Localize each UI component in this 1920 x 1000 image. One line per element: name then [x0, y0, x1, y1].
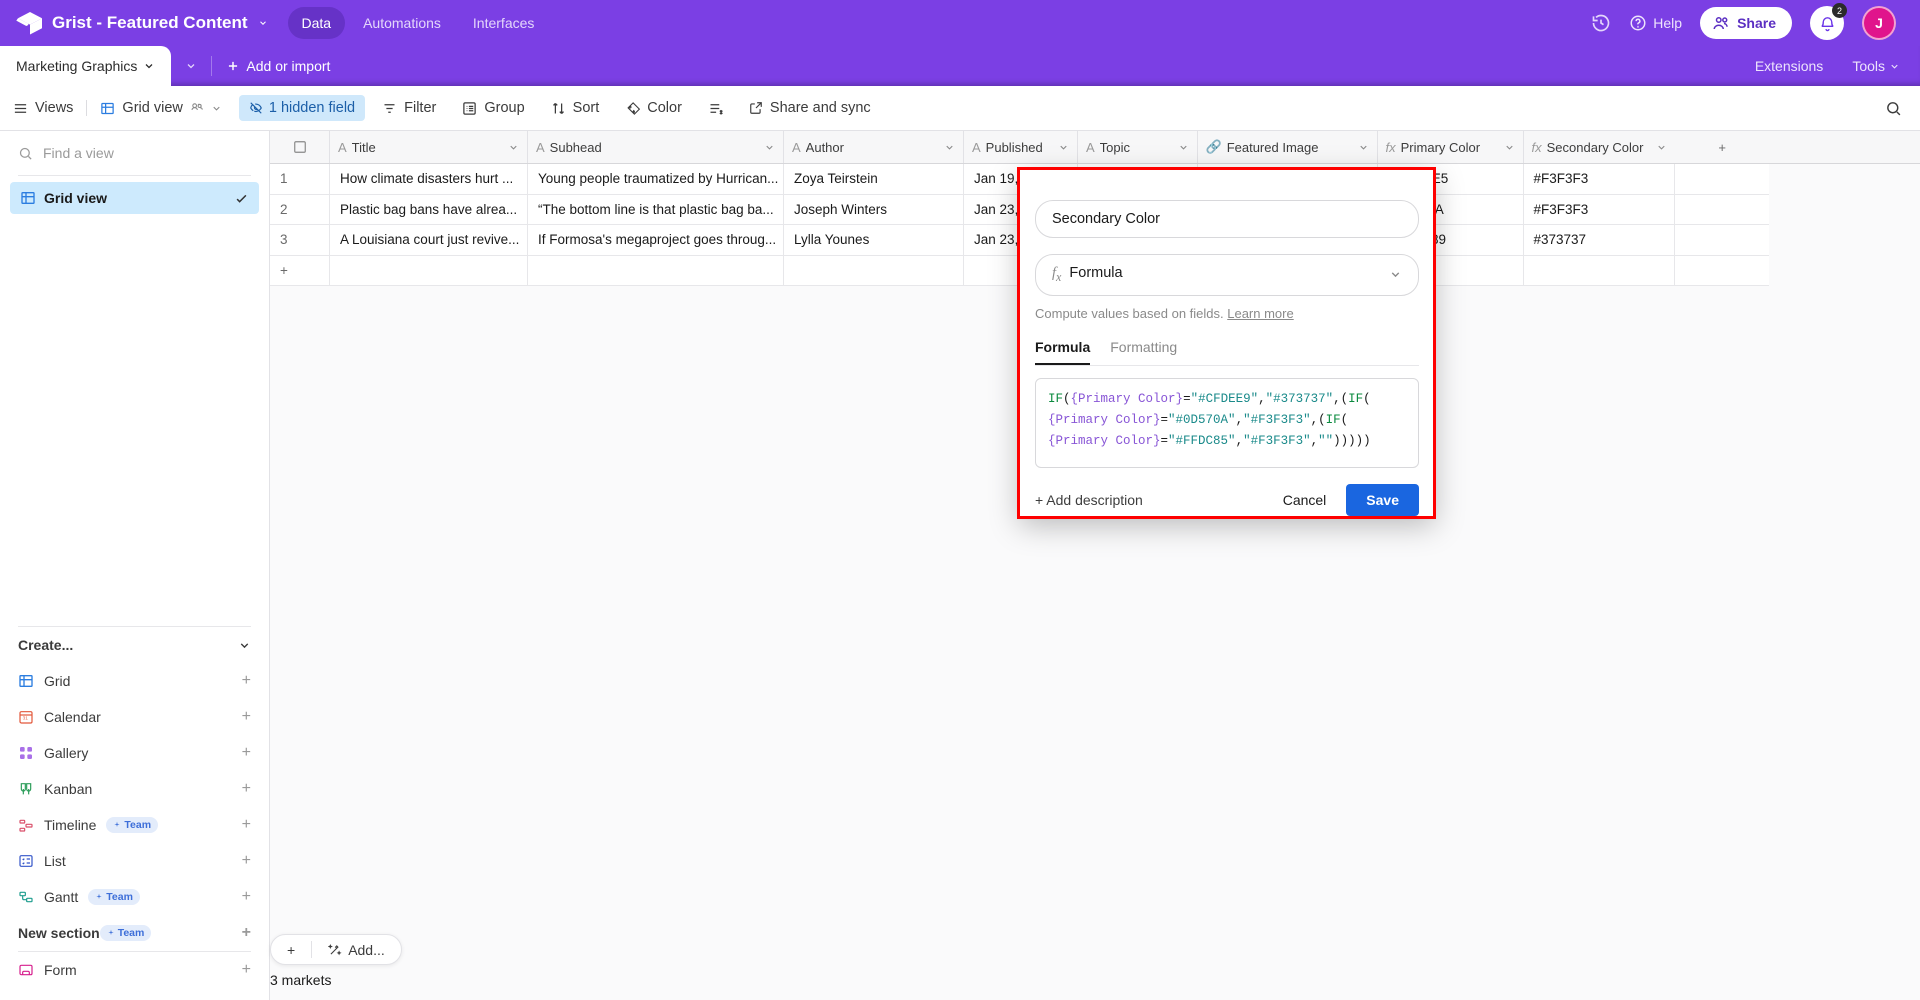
svg-text:31: 31 — [23, 716, 29, 721]
